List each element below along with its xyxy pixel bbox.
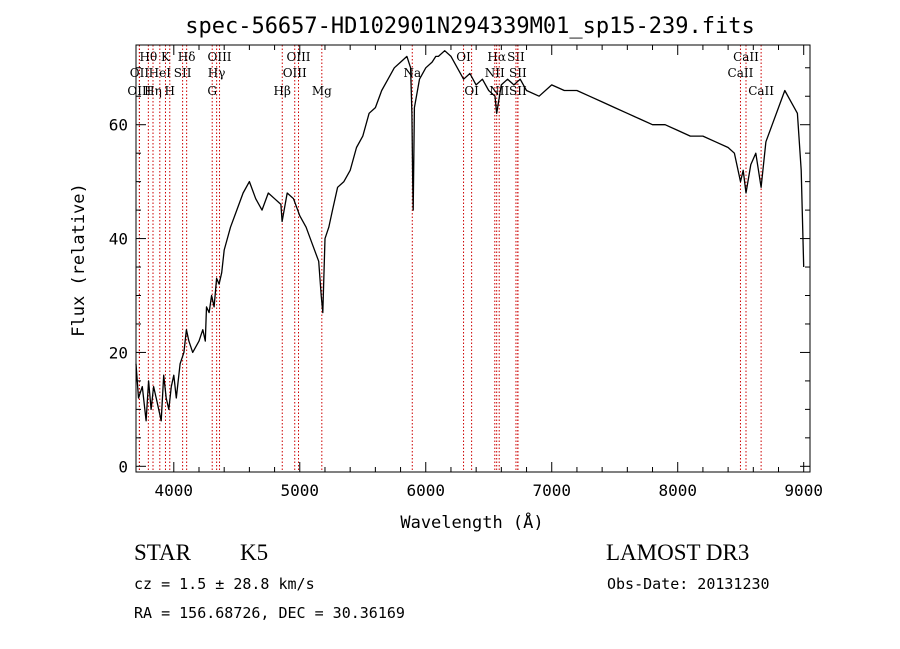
spectral-line-label: OIII	[286, 50, 310, 64]
spectral-line-label: Na	[403, 66, 421, 80]
spectrum-series	[135, 50, 805, 422]
chart-title: spec-56657-HD102901N294339M01_sp15-239.f…	[185, 14, 755, 39]
spectral-line-label: Hβ	[274, 84, 291, 98]
y-tick-label: 0	[118, 457, 128, 476]
x-tick-label: 8000	[658, 481, 697, 500]
redshift-text: cz = 1.5 ± 28.8 km/s	[134, 575, 315, 593]
spectral-line-label: SII	[507, 50, 525, 64]
y-tick-label: 40	[109, 230, 128, 249]
plot-frame	[135, 44, 811, 473]
x-tick-label: 4000	[155, 481, 194, 500]
spectral-line-label: HeI	[149, 66, 172, 80]
spectral-line-label: NII	[485, 66, 505, 80]
y-axis-label: Flux (relative)	[69, 183, 89, 337]
x-axis-label: Wavelength (Å)	[400, 511, 543, 533]
spectral-line-label: SII	[509, 84, 527, 98]
x-tick-label: 5000	[281, 481, 320, 500]
spectral-line-label: Hα	[487, 50, 506, 64]
spectral-line-label: OIII	[283, 66, 307, 80]
x-tick-label: 7000	[532, 481, 571, 500]
x-tick-label: 6000	[406, 481, 445, 500]
axes: 4000 5000 6000 7000 8000 9000 0 20 40 60	[109, 45, 823, 500]
spectral-line-label: NII	[489, 84, 509, 98]
spectral-line-label: Hθ	[139, 50, 157, 64]
obs-date: Obs-Date: 20131230	[607, 575, 770, 593]
spectral-line-label: CaII	[733, 50, 759, 64]
spectral-line-label: G	[207, 84, 217, 98]
spectral-line-label: OIII	[127, 84, 151, 98]
y-tick-label: 20	[109, 343, 128, 362]
spectral-line-label: OI	[464, 84, 479, 98]
x-tick-label: 9000	[784, 481, 823, 500]
object-type: STAR	[134, 540, 191, 565]
coordinates: RA = 156.68726, DEC = 30.36169	[134, 604, 405, 622]
spectral-line-label: SII	[174, 66, 192, 80]
spectral-line-label: OI	[456, 50, 471, 64]
y-tick-label: 60	[109, 116, 128, 135]
survey-name: LAMOST DR3	[606, 540, 750, 565]
spectral-line-label: CaII	[748, 84, 774, 98]
spectral-line-label: Hδ	[178, 50, 196, 64]
spectral-line-label: OIII	[207, 50, 231, 64]
spectrum-line	[135, 50, 805, 422]
spectral-line-label: Hη	[144, 84, 162, 98]
spectral-line-label: K	[161, 50, 171, 64]
spectral-line-label: H	[165, 84, 175, 98]
spectral-line-label: Mg	[312, 84, 332, 98]
spectral-line-label: CaII	[728, 66, 754, 80]
spectral-subclass: K5	[240, 540, 269, 565]
spectral-line-label: Hγ	[208, 66, 226, 80]
